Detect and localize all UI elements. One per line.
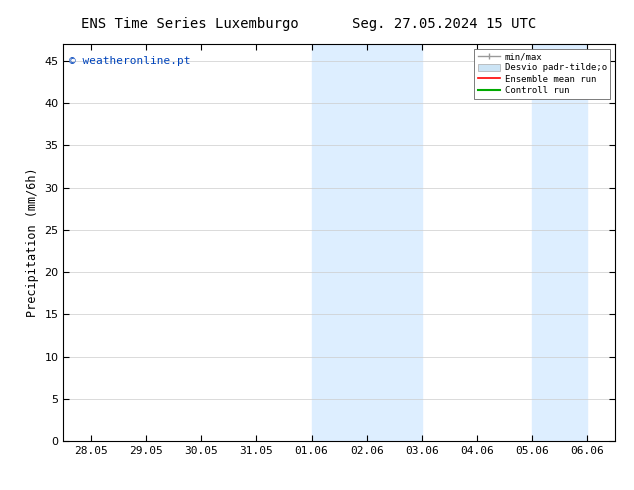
- Text: Seg. 27.05.2024 15 UTC: Seg. 27.05.2024 15 UTC: [352, 17, 536, 31]
- Text: © weatheronline.pt: © weatheronline.pt: [69, 56, 190, 66]
- Text: ENS Time Series Luxemburgo: ENS Time Series Luxemburgo: [81, 17, 299, 31]
- Legend: min/max, Desvio padr­tilde;o, Ensemble mean run, Controll run: min/max, Desvio padr­tilde;o, Ensemble m…: [474, 49, 611, 98]
- Bar: [312, 44, 422, 441]
- Y-axis label: Precipitation (mm/6h): Precipitation (mm/6h): [26, 168, 39, 318]
- Bar: [533, 44, 588, 441]
